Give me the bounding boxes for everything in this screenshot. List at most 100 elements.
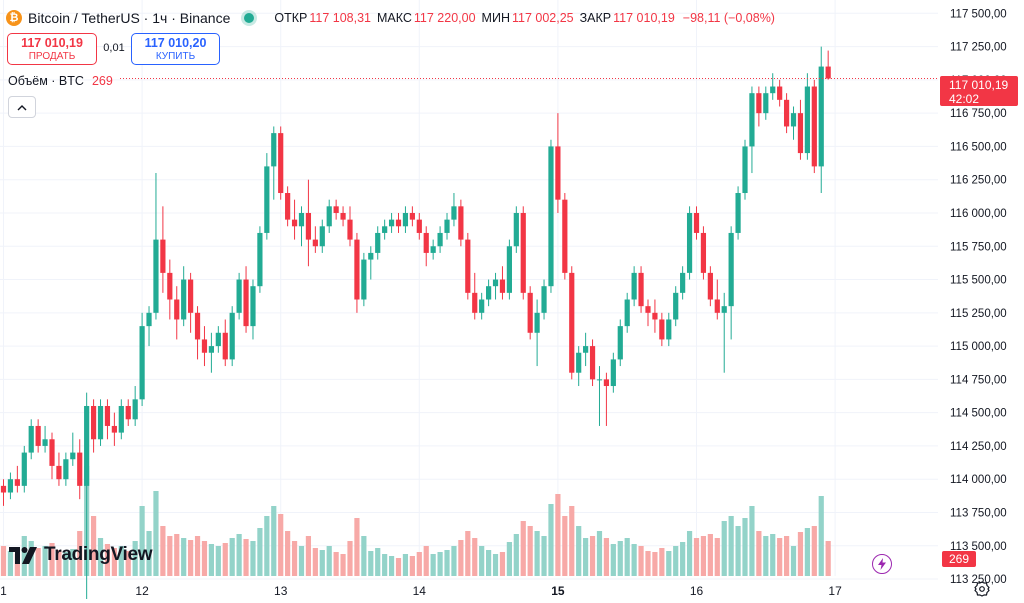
price-tick-label: 117 500,00 [950,8,1007,20]
candle-body [652,312,658,320]
candle-body [790,113,797,127]
volume-bar [783,536,790,576]
gear-icon[interactable] [974,581,990,597]
volume-bar [416,552,422,576]
candle-body [686,212,693,273]
candle-body [250,286,256,327]
candle-body [458,206,464,240]
candle-body [735,193,741,233]
volume-bar [388,556,395,576]
volume-bar [236,534,242,576]
volume-bar [188,540,194,576]
candle-body [569,272,575,373]
candle-body [624,299,630,327]
tradingview-logo[interactable]: TradingView [9,544,153,566]
volume-bar [375,548,381,576]
volume-bar [652,552,658,576]
candle-body [541,286,547,313]
candle-body [49,439,55,466]
volume-bar [555,494,561,576]
price-tick-label: 116 500,00 [950,141,1007,153]
volume-bar [7,551,14,576]
volume-bar [194,536,201,576]
volume-bar [0,546,7,576]
candles [0,46,831,600]
candle-body [375,232,381,253]
close-value: 117 010,19 [613,11,675,25]
candle-body [194,312,201,340]
volume-bar [160,526,166,576]
candle-body [700,232,707,273]
symbol-title[interactable]: Bitcoin / TetherUS · 1ч · Binance [28,10,231,26]
candle-body [707,272,713,300]
volume-bar [479,546,485,576]
volume-bar [458,540,464,576]
volume-bar [728,516,734,576]
candle-body [104,405,111,426]
volume-bar [146,531,152,576]
volume-bar [707,534,713,576]
volume-bar [264,516,270,576]
candle-body [264,166,270,233]
lightning-icon[interactable] [872,554,892,574]
candle-body [153,239,159,313]
candle-body [763,93,769,114]
volume-legend[interactable]: Объём · BTC 269 [8,74,113,88]
volume-bar [305,536,312,576]
candle-body [576,352,582,373]
open-label: ОТКР [274,11,308,25]
volume-bar [756,531,762,576]
volume-bar [222,543,228,576]
high-label: МАКС [376,11,412,25]
low-label: МИН [481,11,510,25]
volume-bar [472,538,478,576]
candle-body [97,405,104,440]
candle-body [28,425,34,453]
candle-body [430,246,436,253]
candle-body [472,292,478,313]
volume-bar [285,531,291,576]
candle-body [21,452,27,486]
volume-bar [181,538,187,576]
volume-bar [291,541,298,576]
candle-body [201,339,208,353]
volume-bar [271,506,277,576]
candle-body [811,86,817,167]
market-status-dot[interactable] [244,13,255,23]
candle-body [555,146,561,200]
volume-bar [797,532,804,576]
candle-body [562,199,568,273]
sell-button[interactable]: 117 010,19 ПРОДАТЬ [7,33,97,65]
volume-bar [312,548,318,576]
volume-bar [77,531,83,576]
volume-bar [486,550,492,576]
buy-price: 117 010,20 [144,35,207,50]
time-tick-label: 16 [690,584,704,598]
volume-bar [167,536,173,576]
candle-body [35,425,41,446]
candle-body [465,239,471,293]
volume-bar [804,528,810,576]
sell-price: 117 010,19 [21,35,83,50]
volume-bar [326,546,332,576]
volume-bar [409,556,415,576]
buy-button[interactable]: 117 010,20 КУПИТЬ [131,33,220,65]
candle-body [271,133,277,167]
price-scale: 113 250,00 113 500,00 113 750,00 114 000,00… [950,8,1007,586]
volume-bar [63,552,69,576]
volume-bar [21,536,27,576]
volume-bar [520,521,526,576]
spread-value: 0,01 [103,42,125,54]
price-tick-label: 113 250,00 [950,574,1007,586]
candle-body [167,272,173,300]
candle-body [125,405,131,420]
price-tick-label: 115 500,00 [950,275,1007,287]
candle-body [402,212,409,227]
volume-bar [825,541,831,576]
candle-body [666,319,672,340]
collapse-legend-button[interactable] [8,96,36,118]
price-tick-label: 114 000,00 [950,474,1007,486]
volume-bar [534,531,540,576]
symbol-legend: ₿ Bitcoin / TetherUS · 1ч · Binance ОТКР… [6,8,775,28]
